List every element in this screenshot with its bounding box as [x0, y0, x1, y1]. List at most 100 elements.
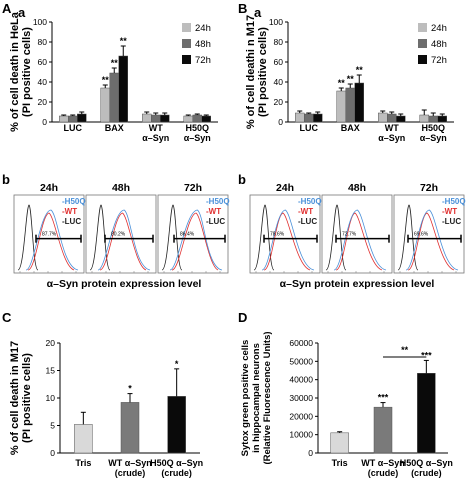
- histogram-curve-luc: [17, 204, 39, 271]
- significance-label: **: [338, 78, 346, 88]
- y-tick-label: 20: [46, 338, 56, 348]
- time-label: 48h: [348, 182, 366, 194]
- bar: [304, 113, 314, 123]
- y-tick-label: 80: [38, 37, 48, 47]
- histogram-frame: [13, 194, 85, 274]
- y-tick-label: 20: [38, 97, 48, 107]
- y-tick-label: 5: [50, 421, 55, 431]
- panel-A-sub: a: [18, 5, 26, 20]
- y-axis-label: % of cell death in HeLa: [9, 11, 21, 132]
- bar: [373, 406, 393, 454]
- panel-B-sub: a: [254, 5, 262, 20]
- y-axis-label: % of cell death in M17: [9, 341, 21, 455]
- category-label: (crude): [115, 468, 146, 478]
- histogram-curve-h50q: [333, 209, 387, 271]
- category-label: α–Syn: [184, 133, 211, 143]
- category-label: H50Q: [185, 123, 209, 133]
- histogram-frame: [321, 194, 393, 274]
- category-label: H50Q α–Syn: [400, 458, 453, 468]
- category-label: (crude): [411, 468, 442, 478]
- time-label: 48h: [112, 182, 130, 194]
- flow-histograms-left: 24h87.7%-H50Q-WT-LUC48h80.2%72h86.4%-H50…: [13, 182, 230, 274]
- bar: [345, 87, 355, 123]
- significance-label: ***: [378, 393, 389, 403]
- y-tick-label: 10000: [289, 430, 313, 440]
- bar: [378, 112, 388, 123]
- bar: [68, 115, 78, 123]
- bar: [142, 113, 152, 123]
- panel-A-letter: A: [2, 1, 12, 16]
- chart-A: 0 20 40 60 80 100 % of cell death in HeLa (PI p…: [9, 11, 218, 143]
- significance-label: **: [120, 36, 128, 46]
- y-tick-label: 100: [33, 17, 47, 27]
- significance-label: ***: [421, 350, 432, 360]
- y-tick-label: 0: [50, 448, 55, 458]
- y-tick-label: 20000: [289, 411, 313, 421]
- bar: [437, 115, 447, 123]
- category-label: (crude): [368, 468, 399, 478]
- bar: [313, 113, 323, 123]
- category-label: BAX: [341, 123, 360, 133]
- significance-label: *: [175, 359, 179, 369]
- histogram-curve-wt: [335, 212, 383, 271]
- y-tick-label: 60000: [289, 338, 313, 348]
- time-label: 72h: [420, 182, 438, 194]
- time-label: 72h: [184, 182, 202, 194]
- bar: [354, 82, 364, 123]
- chart-D: 0 10000 20000 30000 40000 50000 60000 Sytox gre…: [240, 331, 453, 478]
- legend-label: 48h: [195, 39, 211, 50]
- y-tick-label: 20: [274, 97, 284, 107]
- category-label: WT: [385, 123, 399, 133]
- category-label: H50Q α–Syn: [150, 458, 203, 468]
- bar: [396, 115, 406, 123]
- significance-label: **: [111, 58, 119, 68]
- legend-label: 48h: [431, 39, 447, 50]
- category-label: LUC: [300, 123, 319, 133]
- significance-label: *: [128, 384, 132, 394]
- y-axis-label: % of cell deathi n M17: [245, 15, 257, 129]
- bar: [295, 112, 305, 123]
- flow-xlabel-left: α–Syn protein expression level: [47, 278, 202, 290]
- y-tick-label: 10: [46, 393, 56, 403]
- flow-legend-label: -H50Q: [298, 197, 322, 206]
- legend-label: 24h: [195, 23, 211, 34]
- bar: [417, 373, 436, 454]
- category-label: WT α–Syn: [361, 458, 405, 468]
- y-tick-label: 0: [42, 117, 47, 127]
- bar: [428, 115, 438, 123]
- y-tick-label: 40: [274, 77, 284, 87]
- y-axis-label: Sytox green positive cells: [240, 340, 251, 457]
- bar: [118, 55, 128, 123]
- gate-percent: 72.7%: [342, 232, 357, 238]
- y-axis-label: (PI positive cells): [257, 27, 269, 117]
- bar: [77, 113, 87, 123]
- flow-legend-label: -LUC: [206, 217, 225, 226]
- panel-C-letter: C: [2, 310, 12, 325]
- legend-label: 24h: [431, 23, 447, 34]
- gate-percent: 80.2%: [111, 232, 126, 238]
- category-label: H50Q: [421, 123, 445, 133]
- category-label: Tris: [75, 458, 91, 468]
- y-axis-label: in hippocampal neurons: [251, 343, 262, 453]
- bar: [201, 115, 211, 123]
- flow-legend-label: -WT: [206, 207, 221, 216]
- histogram-curve-luc: [89, 204, 111, 271]
- legend-swatch: [182, 39, 191, 48]
- histogram-curve-h50q: [261, 209, 315, 271]
- legend-swatch: [182, 23, 191, 32]
- y-tick-label: 0: [308, 448, 313, 458]
- category-label: α–Syn: [142, 133, 169, 143]
- y-tick-label: 60: [38, 57, 48, 67]
- bar: [120, 402, 140, 454]
- y-tick-label: 100: [269, 17, 283, 27]
- histogram-curve-h50q: [25, 209, 79, 271]
- significance-label: **: [356, 65, 364, 75]
- gate-percent: 69.6%: [414, 232, 429, 238]
- histogram-curve-wt: [171, 212, 219, 271]
- histogram-curve-wt: [99, 212, 147, 271]
- histogram-curve-wt: [407, 212, 455, 271]
- significance-label: **: [102, 75, 110, 85]
- bar: [151, 114, 161, 123]
- legend-swatch: [418, 23, 427, 32]
